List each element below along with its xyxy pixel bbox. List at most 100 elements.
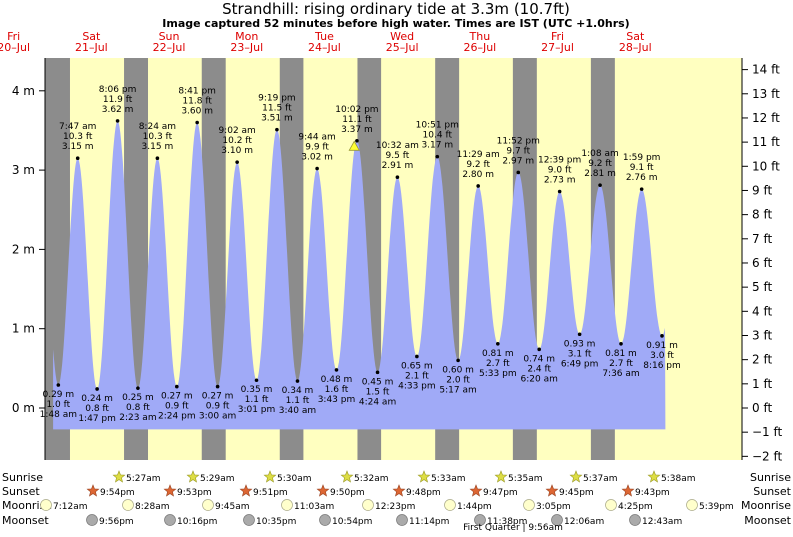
tide-point xyxy=(56,383,61,387)
tide-point xyxy=(195,120,199,125)
high-tide-marker: 11:52 pm9.7 ft2.97 m xyxy=(497,136,540,175)
moonrise-icon xyxy=(444,499,456,511)
day-name-label: Wed xyxy=(390,30,414,43)
sunrise-row-label-right: Sunrise xyxy=(750,471,791,484)
tide-ft-label: 11.8 ft xyxy=(182,97,212,107)
day-name-label: Fri xyxy=(7,30,20,43)
tide-ft-label: 9.5 ft xyxy=(386,151,410,161)
tide-point xyxy=(155,156,160,161)
left-tick-label: 1 m xyxy=(12,322,35,336)
tide-time-label: 3:43 pm xyxy=(318,395,356,405)
tide-point xyxy=(395,175,400,180)
tide-ft-label: 1.0 ft xyxy=(46,400,70,410)
tide-ft-label: 9.2 ft xyxy=(588,159,612,169)
sunrise-time: 5:35am xyxy=(508,474,543,484)
moonrise-icon xyxy=(362,499,374,511)
tide-point xyxy=(355,138,359,143)
tide-m-label: 3.17 m xyxy=(421,141,453,151)
sunrise-icon xyxy=(647,470,661,483)
right-tick-label: 1 ft xyxy=(752,377,772,391)
low-tide-marker: 0.91 m3.0 ft8:16 pm xyxy=(643,334,681,371)
moonset-time: 12:06am xyxy=(564,517,604,527)
tide-time-label: 5:33 pm xyxy=(479,369,517,379)
low-tide-marker: 0.74 m2.4 ft6:20 am xyxy=(521,347,558,384)
tide-point xyxy=(254,378,259,383)
tide-point xyxy=(557,189,562,194)
day-name-label: Tue xyxy=(314,30,334,43)
low-tide-marker: 0.65 m2.1 ft4:33 pm xyxy=(398,354,436,391)
low-tide-marker: 0.45 m1.5 ft4:24 am xyxy=(359,370,396,407)
moonrise-icon xyxy=(40,499,52,511)
moonrise-time: 11:03am xyxy=(294,502,334,512)
tide-time-label: 4:24 am xyxy=(359,397,396,407)
tide-time-label: 7:36 am xyxy=(602,369,639,379)
tide-ft-label: 10.4 ft xyxy=(423,131,453,141)
sunrise-icon xyxy=(494,470,508,483)
tide-point xyxy=(334,368,339,372)
right-tick-label: 2 ft xyxy=(752,353,772,367)
tide-time-label: 12:39 pm xyxy=(538,156,581,166)
tide-time-label: 8:41 pm xyxy=(178,87,216,97)
moonrise-row-label-right: Moonrise xyxy=(741,499,791,512)
tide-m-label: 0.91 m xyxy=(646,341,678,351)
tide-point xyxy=(215,384,220,389)
right-tick-label: −1 ft xyxy=(752,425,783,439)
sunrise-icon xyxy=(263,470,277,483)
moonset-time: 10:16pm xyxy=(177,517,217,527)
moonrise-time: 7:12am xyxy=(53,502,88,512)
right-tick-label: 14 ft xyxy=(752,63,780,77)
sunrise-time: 5:32am xyxy=(354,474,389,484)
moonrise-time: 9:45am xyxy=(215,502,250,512)
tide-time-label: 10:32 am xyxy=(376,141,419,151)
moonset-icon xyxy=(396,514,408,526)
tide-time-label: 8:06 pm xyxy=(99,85,137,95)
day-date-label: 24–Jul xyxy=(308,41,341,54)
tide-m-label: 3.15 m xyxy=(142,142,174,152)
tide-point xyxy=(415,354,419,359)
sunset-time: 9:48pm xyxy=(406,488,441,498)
sunrise-time: 5:33am xyxy=(431,474,466,484)
tide-point xyxy=(435,154,440,159)
day-date-label: 28–Jul xyxy=(619,41,652,54)
moonrise-time: 1:44pm xyxy=(457,502,492,512)
tide-m-label: 0.45 m xyxy=(362,377,394,387)
moonset-time: 9:56pm xyxy=(99,517,134,527)
moonrise-time: 8:28am xyxy=(135,502,170,512)
tide-time-label: 7:47 am xyxy=(59,122,96,132)
high-tide-marker: 10:32 am9.5 ft2.91 m xyxy=(376,141,419,180)
tide-point xyxy=(660,334,664,338)
tide-ft-label: 2.0 ft xyxy=(446,375,470,385)
tide-time-label: 1:48 am xyxy=(40,410,77,420)
tide-m-label: 0.24 m xyxy=(81,394,113,404)
tide-ft-label: 2.7 ft xyxy=(486,359,510,369)
low-tide-marker: 0.27 m0.9 ft3:00 am xyxy=(199,384,236,422)
tide-m-label: 0.34 m xyxy=(282,386,314,396)
tide-point xyxy=(235,160,239,164)
tide-ft-label: 10.2 ft xyxy=(222,136,252,146)
tide-point xyxy=(456,358,460,363)
tide-point xyxy=(476,184,480,188)
day-name-label: Sat xyxy=(626,30,645,43)
moonrise-icon xyxy=(686,499,698,511)
right-tick-label: 3 ft xyxy=(752,328,772,342)
tide-m-label: 3.60 m xyxy=(181,107,213,117)
moonset-icon xyxy=(319,514,331,526)
tide-time-label: 2:24 pm xyxy=(158,412,196,422)
day-name-label: Fri xyxy=(551,30,564,43)
sunset-time: 9:53pm xyxy=(177,488,212,498)
tide-time-label: 8:24 am xyxy=(139,122,176,132)
day-date-label: 22–Jul xyxy=(153,41,186,54)
tide-time-label: 6:20 am xyxy=(521,374,558,384)
right-tick-label: 13 ft xyxy=(752,87,780,101)
moonrise-time: 5:39pm xyxy=(699,502,734,512)
tide-time-label: 11:52 pm xyxy=(497,136,540,146)
sunset-time: 9:54pm xyxy=(100,488,135,498)
tide-time-label: 8:16 pm xyxy=(643,361,681,371)
low-tide-marker: 0.81 m2.7 ft7:36 am xyxy=(602,341,640,379)
tide-time-label: 6:49 pm xyxy=(561,359,599,369)
right-tick-label: 10 ft xyxy=(752,159,780,173)
tide-ft-label: 0.8 ft xyxy=(126,403,150,413)
